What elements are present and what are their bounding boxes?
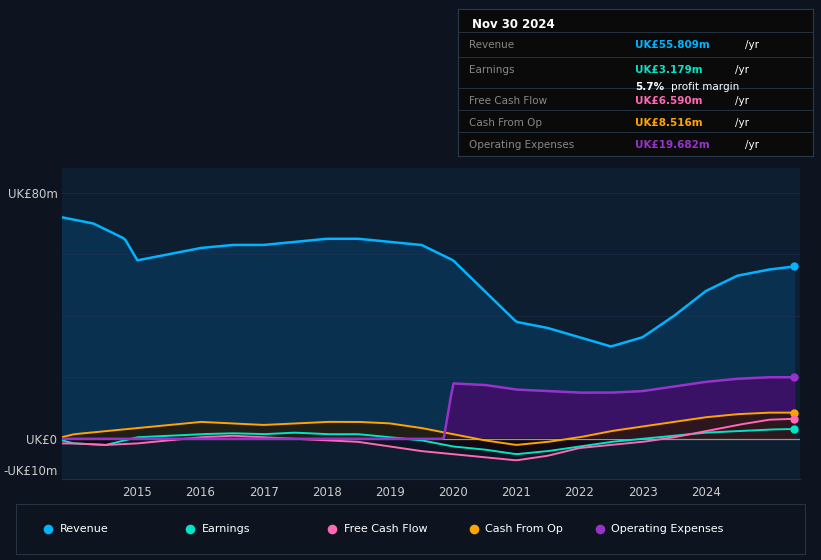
Point bbox=[41, 525, 54, 534]
Text: Revenue: Revenue bbox=[469, 40, 514, 50]
Text: Earnings: Earnings bbox=[469, 65, 514, 74]
Point bbox=[787, 373, 800, 382]
Point bbox=[787, 408, 800, 417]
Text: Earnings: Earnings bbox=[202, 524, 250, 534]
Point bbox=[593, 525, 606, 534]
Point bbox=[325, 525, 338, 534]
Text: Free Cash Flow: Free Cash Flow bbox=[343, 524, 427, 534]
Point bbox=[183, 525, 196, 534]
Text: 5.7%: 5.7% bbox=[635, 82, 664, 92]
Text: /yr: /yr bbox=[745, 139, 759, 150]
Text: Revenue: Revenue bbox=[60, 524, 108, 534]
Text: Cash From Op: Cash From Op bbox=[469, 118, 542, 128]
Text: Free Cash Flow: Free Cash Flow bbox=[469, 96, 547, 105]
Text: Operating Expenses: Operating Expenses bbox=[612, 524, 724, 534]
Point bbox=[787, 262, 800, 271]
Text: /yr: /yr bbox=[736, 96, 750, 105]
Text: Operating Expenses: Operating Expenses bbox=[469, 139, 574, 150]
Text: UK£3.179m: UK£3.179m bbox=[635, 65, 703, 74]
Text: /yr: /yr bbox=[745, 40, 759, 50]
Text: Cash From Op: Cash From Op bbox=[485, 524, 563, 534]
Text: Nov 30 2024: Nov 30 2024 bbox=[472, 18, 555, 31]
Text: /yr: /yr bbox=[736, 118, 750, 128]
Text: /yr: /yr bbox=[736, 65, 750, 74]
Text: UK£19.682m: UK£19.682m bbox=[635, 139, 710, 150]
Point bbox=[467, 525, 480, 534]
Text: UK£6.590m: UK£6.590m bbox=[635, 96, 703, 105]
Point bbox=[787, 414, 800, 423]
Text: UK£55.809m: UK£55.809m bbox=[635, 40, 710, 50]
Text: UK£8.516m: UK£8.516m bbox=[635, 118, 703, 128]
Point bbox=[787, 424, 800, 433]
Text: profit margin: profit margin bbox=[671, 82, 739, 92]
